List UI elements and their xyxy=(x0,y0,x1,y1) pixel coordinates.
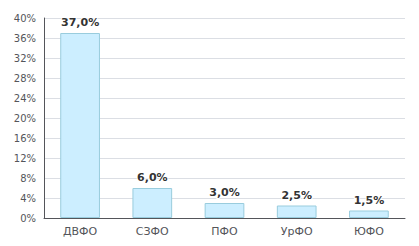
svg-text:40%: 40% xyxy=(14,13,36,24)
svg-text:28%: 28% xyxy=(14,73,36,84)
svg-text:2,5%: 2,5% xyxy=(281,189,312,202)
svg-text:20%: 20% xyxy=(14,113,36,124)
svg-text:3,0%: 3,0% xyxy=(209,186,240,199)
svg-text:4%: 4% xyxy=(20,193,36,204)
svg-text:24%: 24% xyxy=(14,93,36,104)
svg-text:32%: 32% xyxy=(14,53,36,64)
svg-text:1,5%: 1,5% xyxy=(354,194,385,207)
svg-text:ЮФО: ЮФО xyxy=(354,225,384,238)
svg-text:УрФО: УрФО xyxy=(281,225,313,238)
svg-text:36%: 36% xyxy=(14,33,36,44)
svg-text:37,0%: 37,0% xyxy=(61,16,99,29)
svg-text:ПФО: ПФО xyxy=(211,225,238,238)
svg-text:0%: 0% xyxy=(20,213,36,224)
svg-text:6,0%: 6,0% xyxy=(137,171,168,184)
svg-text:8%: 8% xyxy=(20,173,36,184)
svg-text:ДВФО: ДВФО xyxy=(63,225,98,238)
svg-text:СЗФО: СЗФО xyxy=(136,225,169,238)
svg-text:12%: 12% xyxy=(14,153,36,164)
svg-text:16%: 16% xyxy=(14,133,36,144)
